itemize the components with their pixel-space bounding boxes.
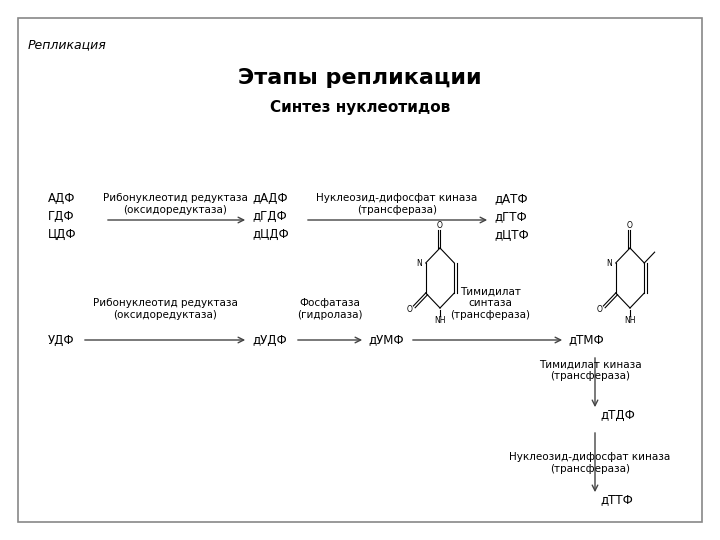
Text: дТТФ: дТТФ <box>600 494 633 507</box>
Text: АДФ
ГДФ
ЦДФ: АДФ ГДФ ЦДФ <box>48 192 76 241</box>
Text: O: O <box>627 220 633 230</box>
Text: дАТФ
дГТФ
дЦТФ: дАТФ дГТФ дЦТФ <box>494 192 528 241</box>
Text: Нуклеозид-дифосфат киназа
(трансфераза): Нуклеозид-дифосфат киназа (трансфераза) <box>316 193 477 215</box>
Text: NH: NH <box>434 316 446 325</box>
Text: Нуклеозид-дифосфат киназа
(трансфераза): Нуклеозид-дифосфат киназа (трансфераза) <box>509 452 670 474</box>
Text: NH: NH <box>624 316 636 325</box>
Text: O: O <box>437 220 443 230</box>
Text: N: N <box>606 259 612 267</box>
Text: Фосфатаза
(гидролаза): Фосфатаза (гидролаза) <box>297 299 363 320</box>
Text: дУДФ: дУДФ <box>252 334 287 347</box>
Text: дУМФ: дУМФ <box>368 334 404 347</box>
Text: УДФ: УДФ <box>48 334 75 347</box>
Text: Репликация: Репликация <box>28 38 107 51</box>
Text: Этапы репликации: Этапы репликации <box>238 68 482 88</box>
Text: Синтез нуклеотидов: Синтез нуклеотидов <box>270 100 450 115</box>
Text: Рибонуклеотид редуктаза
(оксидоредуктаза): Рибонуклеотид редуктаза (оксидоредуктаза… <box>93 299 238 320</box>
Text: N: N <box>416 259 422 267</box>
Text: дТДФ: дТДФ <box>600 408 635 422</box>
Text: Тимидилат
синтаза
(трансфераза): Тимидилат синтаза (трансфераза) <box>450 287 530 320</box>
Text: Рибонуклеотид редуктаза
(оксидоредуктаза): Рибонуклеотид редуктаза (оксидоредуктаза… <box>102 193 248 215</box>
Text: Тимидилат киназа
(трансфераза): Тимидилат киназа (трансфераза) <box>539 359 642 381</box>
Text: O: O <box>407 305 413 314</box>
Text: дТМФ: дТМФ <box>568 334 604 347</box>
Text: O: O <box>597 305 603 314</box>
Text: дАДФ
дГДФ
дЦДФ: дАДФ дГДФ дЦДФ <box>252 192 289 241</box>
